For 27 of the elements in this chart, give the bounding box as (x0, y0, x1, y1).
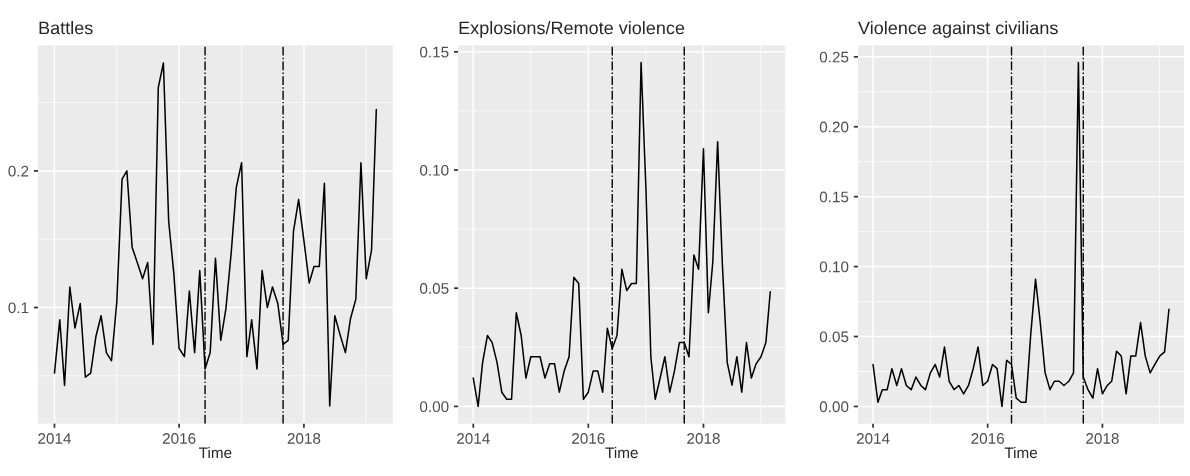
x-tick-label: 2016 (162, 433, 196, 444)
x-tick-label: 2016 (971, 433, 1004, 444)
chart-title: Violence against civilians (858, 21, 1058, 38)
y-tick-label: 0.05 (819, 331, 849, 343)
x-tick-label: 2014 (856, 433, 890, 444)
chart-title: Explosions/Remote violence (459, 21, 685, 38)
x-axis-title: Time (199, 446, 232, 459)
x-tick-label: 2014 (38, 433, 72, 444)
x-tick-label: 2018 (287, 433, 321, 444)
x-axis-title: Time (605, 446, 638, 459)
x-axis-title: Time (1004, 446, 1038, 459)
y-tick-label: 0.15 (419, 46, 449, 58)
x-tick-label: 2018 (1086, 433, 1119, 444)
x-tick-label: 2018 (687, 433, 720, 444)
y-tick-label: 0.10 (419, 164, 449, 176)
chart-title: Battles (39, 21, 93, 35)
y-tick-label: 0.1 (8, 302, 29, 314)
y-tick-label: 0.25 (819, 51, 849, 63)
y-tick-label: 0.00 (419, 401, 449, 413)
y-tick-label: 0.15 (819, 191, 849, 203)
y-tick-label: 0.20 (819, 121, 849, 133)
x-tick-label: 2016 (572, 433, 605, 444)
y-tick-label: 0.10 (819, 261, 849, 273)
y-tick-label: 0.00 (819, 401, 849, 413)
y-tick-label: 0.05 (419, 283, 449, 294)
x-tick-label: 2014 (457, 433, 490, 444)
y-tick-label: 0.2 (8, 165, 29, 177)
